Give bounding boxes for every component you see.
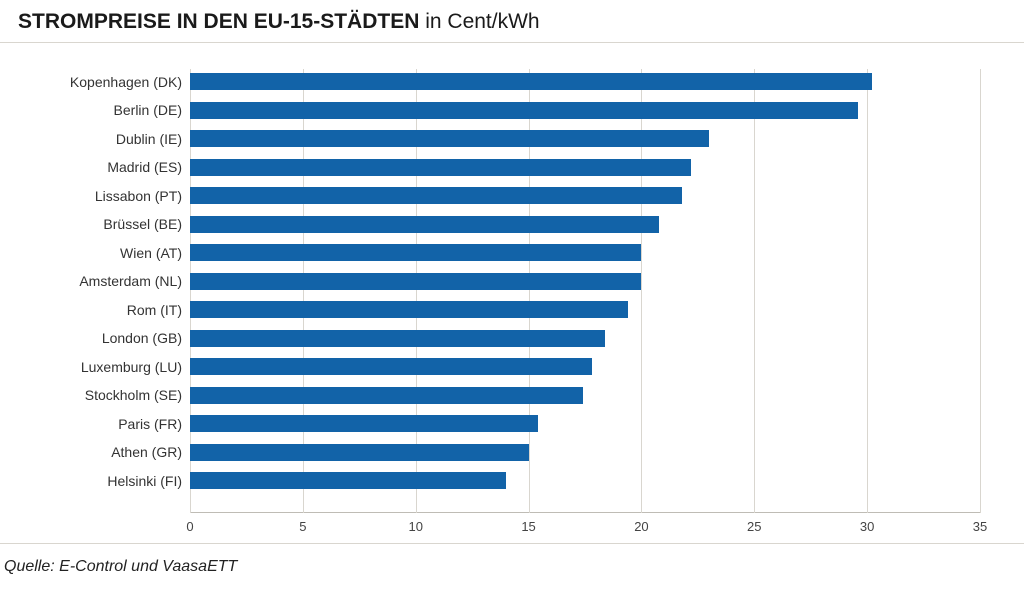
bar-row: Brüssel (BE) (190, 216, 980, 233)
bar (190, 301, 628, 318)
bar-label: London (GB) (102, 330, 190, 346)
bar (190, 444, 529, 461)
chart-container: STROMPREISE IN DEN EU-15-STÄDTEN in Cent… (0, 0, 1024, 596)
bar-label: Stockholm (SE) (85, 387, 190, 403)
bar-row: Amsterdam (NL) (190, 273, 980, 290)
bar-row: Luxemburg (LU) (190, 358, 980, 375)
x-tick-label: 5 (299, 519, 306, 534)
bar (190, 472, 506, 489)
chart-title-bold: STROMPREISE IN DEN EU-15-STÄDTEN (18, 10, 419, 33)
bar (190, 273, 641, 290)
bar-label: Paris (FR) (118, 416, 190, 432)
bar-label: Athen (GR) (111, 444, 190, 460)
chart-title-light: in Cent/kWh (419, 10, 539, 33)
bar-label: Madrid (ES) (107, 159, 190, 175)
bar-row: Stockholm (SE) (190, 387, 980, 404)
bar-row: Athen (GR) (190, 444, 980, 461)
bar (190, 358, 592, 375)
bar (190, 387, 583, 404)
chart-plot-box: 05101520253035Kopenhagen (DK)Berlin (DE)… (0, 43, 1024, 544)
x-tick-label: 10 (408, 519, 422, 534)
bar (190, 187, 682, 204)
grid-line (980, 69, 981, 513)
x-tick-label: 35 (973, 519, 987, 534)
bar-label: Kopenhagen (DK) (70, 74, 190, 90)
bar-label: Wien (AT) (120, 245, 190, 261)
bar-row: Madrid (ES) (190, 159, 980, 176)
bar-row: Paris (FR) (190, 415, 980, 432)
bar-label: Lissabon (PT) (95, 188, 190, 204)
bar-row: Helsinki (FI) (190, 472, 980, 489)
bar-row: London (GB) (190, 330, 980, 347)
chart-source: Quelle: E-Control und VaasaETT (0, 544, 1024, 576)
bar-label: Berlin (DE) (114, 102, 190, 118)
bar-row: Wien (AT) (190, 244, 980, 261)
x-tick-label: 15 (521, 519, 535, 534)
chart-plot-area: 05101520253035Kopenhagen (DK)Berlin (DE)… (190, 69, 980, 513)
bar (190, 73, 872, 90)
x-tick-label: 30 (860, 519, 874, 534)
bar-row: Berlin (DE) (190, 102, 980, 119)
bar-label: Luxemburg (LU) (81, 359, 190, 375)
bar (190, 244, 641, 261)
bar (190, 330, 605, 347)
x-tick-label: 20 (634, 519, 648, 534)
bar-label: Dublin (IE) (116, 131, 190, 147)
bar-label: Amsterdam (NL) (79, 273, 190, 289)
bar-row: Dublin (IE) (190, 130, 980, 147)
bar-label: Brüssel (BE) (103, 216, 190, 232)
bar-row: Lissabon (PT) (190, 187, 980, 204)
bar (190, 159, 691, 176)
bar (190, 216, 659, 233)
chart-title: STROMPREISE IN DEN EU-15-STÄDTEN in Cent… (0, 0, 1024, 43)
bar-label: Rom (IT) (127, 302, 190, 318)
bar-row: Rom (IT) (190, 301, 980, 318)
bar (190, 130, 709, 147)
x-tick-label: 25 (747, 519, 761, 534)
bar (190, 415, 538, 432)
x-tick-label: 0 (186, 519, 193, 534)
bar (190, 102, 858, 119)
bar-label: Helsinki (FI) (107, 473, 190, 489)
x-axis-line (190, 512, 980, 513)
bar-row: Kopenhagen (DK) (190, 73, 980, 90)
